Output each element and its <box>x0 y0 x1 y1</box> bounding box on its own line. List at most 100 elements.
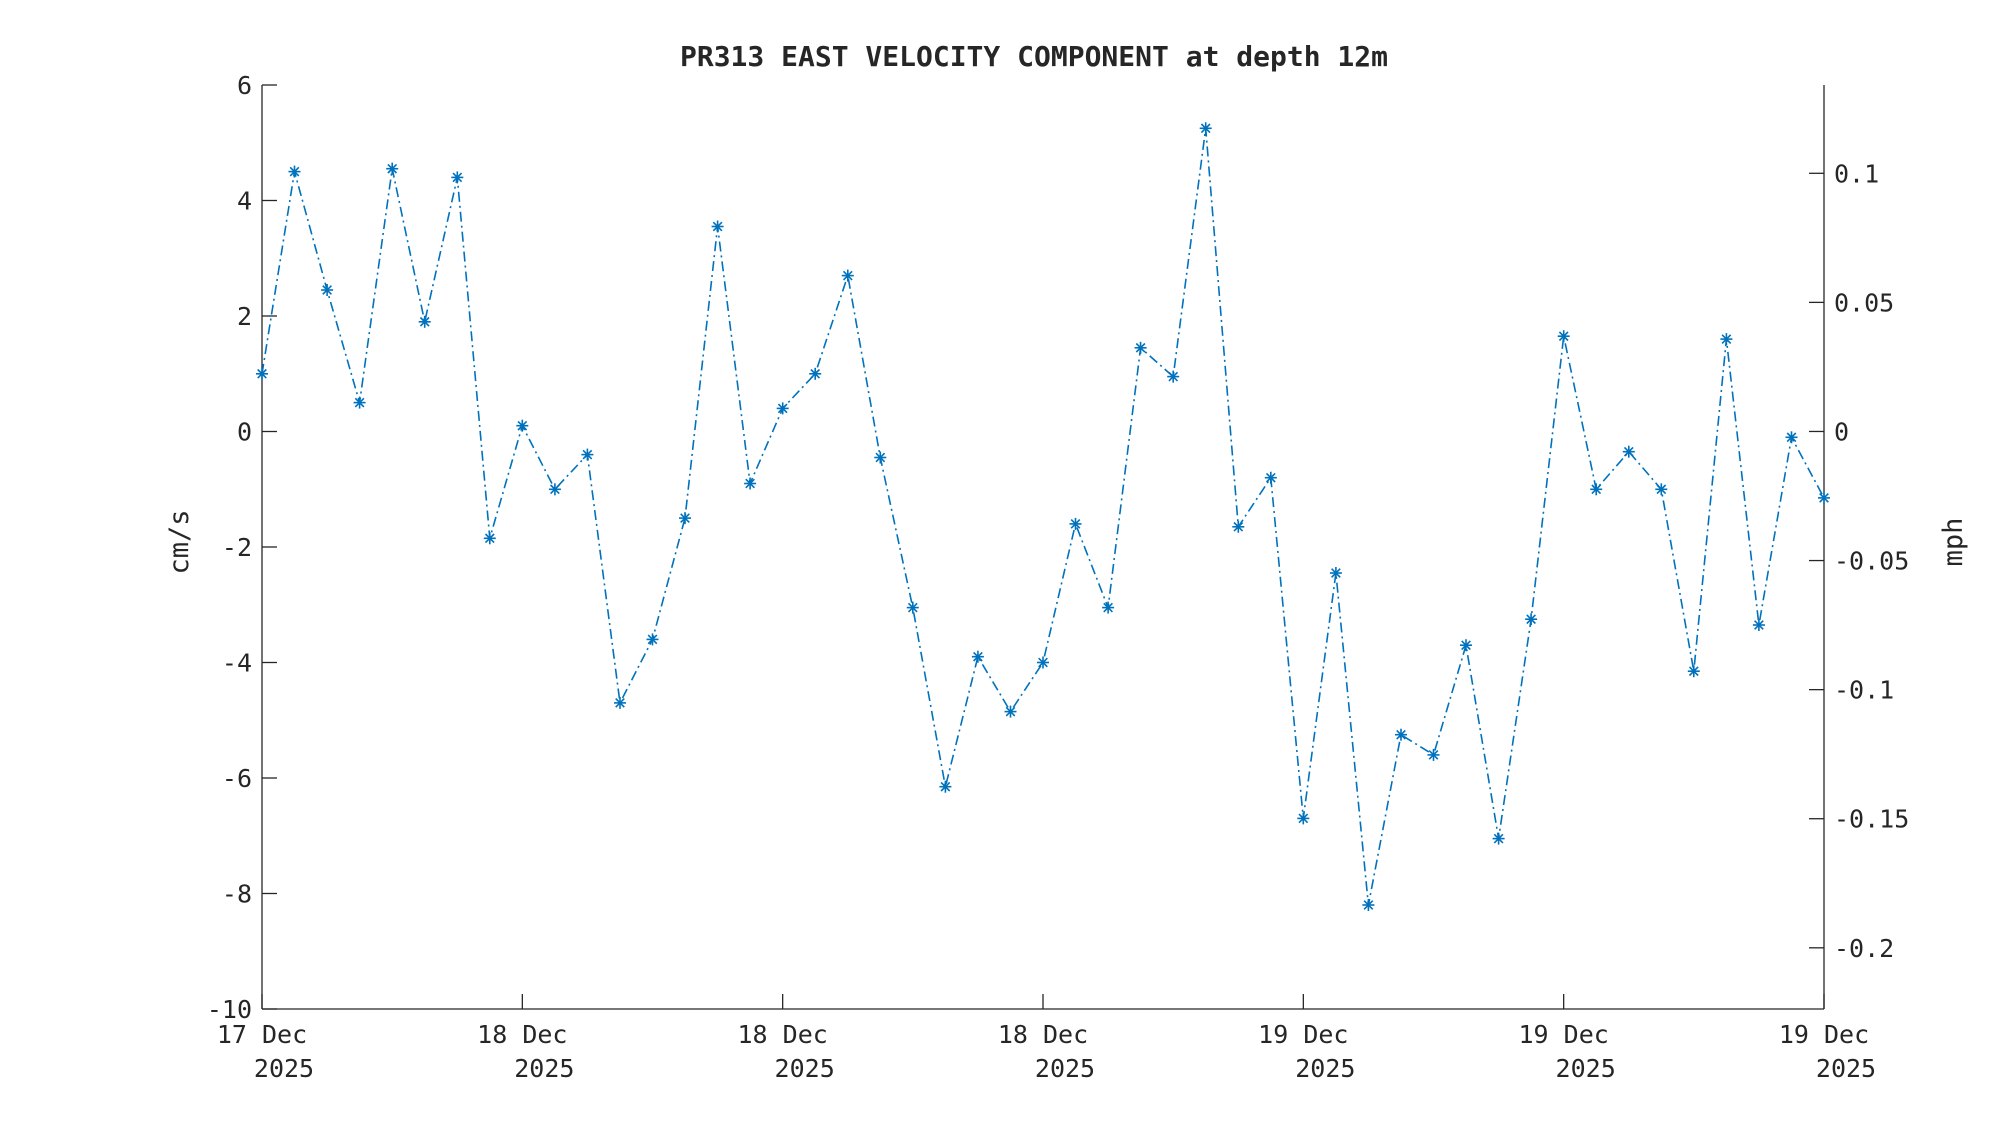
data-point-stroke <box>1200 123 1211 134</box>
data-point <box>548 483 561 496</box>
data-point-stroke <box>1233 521 1244 532</box>
data-point-stroke <box>875 452 886 463</box>
data-point-stroke <box>1493 833 1504 844</box>
data-point-stroke <box>1428 750 1439 760</box>
data-point <box>711 220 724 233</box>
data-point <box>776 402 789 415</box>
data-point <box>841 269 854 282</box>
data-point-stroke <box>1265 472 1276 483</box>
data-point-stroke <box>1331 568 1341 578</box>
data-point-stroke <box>387 163 398 174</box>
data-point-stroke <box>615 698 625 708</box>
x-tick-label-year: 2025 <box>514 1054 574 1083</box>
data-point <box>1297 812 1310 825</box>
data-point <box>1785 431 1798 444</box>
data-point <box>1329 567 1342 579</box>
data-point <box>1818 491 1830 504</box>
data-point-stroke <box>712 221 723 232</box>
data-point <box>1102 601 1115 614</box>
data-point-stroke <box>940 781 951 792</box>
data-point-stroke <box>1623 446 1634 457</box>
x-tick-label-year: 2025 <box>1295 1054 1355 1083</box>
y-tick-label-left: 6 <box>237 71 252 100</box>
data-point-stroke <box>550 484 560 495</box>
data-point <box>744 477 757 490</box>
data-point-stroke <box>1819 493 1829 503</box>
data-point <box>1590 483 1603 496</box>
y-tick-label-right: -0.1 <box>1834 676 1894 705</box>
y-tick-label-left: -6 <box>222 764 252 793</box>
data-point-stroke <box>1656 484 1667 495</box>
data-point <box>1427 748 1440 761</box>
data-point-stroke <box>1168 371 1179 382</box>
data-point <box>1525 613 1538 626</box>
data-point <box>353 396 366 409</box>
data-point-stroke <box>1721 334 1732 344</box>
x-tick-label-date: 19 Dec <box>1779 1020 1869 1049</box>
data-point <box>1492 832 1505 845</box>
data-point-stroke <box>1005 706 1016 717</box>
data-point <box>939 780 952 793</box>
x-tick-label-date: 18 Dec <box>998 1020 1088 1049</box>
data-point-stroke <box>973 651 983 662</box>
data-point-stroke <box>1558 331 1569 342</box>
data-point-stroke <box>1396 729 1406 740</box>
data-point-stroke <box>1135 342 1146 353</box>
data-point <box>1395 728 1407 741</box>
x-tick-label-year: 2025 <box>254 1054 314 1083</box>
data-point <box>1232 520 1245 533</box>
data-point <box>1622 445 1635 458</box>
y-tick-label-left: -8 <box>222 880 252 909</box>
data-point <box>1720 333 1733 346</box>
data-point <box>256 367 268 380</box>
x-tick-label-year: 2025 <box>1556 1054 1616 1083</box>
data-point-stroke <box>1070 519 1081 529</box>
y-tick-label-left: -2 <box>222 533 252 562</box>
y-tick-label-right: 0.1 <box>1834 159 1879 188</box>
chart-title: PR313 EAST VELOCITY COMPONENT at depth 1… <box>680 40 1388 73</box>
data-point <box>1069 517 1082 530</box>
data-point-stroke <box>1038 657 1048 668</box>
x-tick-label-date: 18 Dec <box>738 1020 828 1049</box>
data-point-stroke <box>1688 666 1699 677</box>
data-point-stroke <box>777 403 788 414</box>
data-point-stroke <box>322 285 332 295</box>
y-tick-label-right: 0.05 <box>1834 288 1894 317</box>
data-point <box>679 512 691 525</box>
data-point <box>906 601 919 614</box>
data-point <box>1167 370 1180 383</box>
data-point <box>386 162 399 175</box>
data-point <box>874 451 887 464</box>
x-tick-label-year: 2025 <box>1035 1054 1095 1083</box>
data-point <box>516 419 529 432</box>
data-point-stroke <box>1298 813 1309 824</box>
data-point-stroke <box>419 316 430 327</box>
data-point <box>1134 341 1147 354</box>
data-point-stroke <box>680 513 690 523</box>
y-tick-label-left: -4 <box>222 649 252 678</box>
x-tick-label-date: 18 Dec <box>477 1020 567 1049</box>
data-point <box>971 650 984 663</box>
y-tick-label-left: -10 <box>207 995 252 1024</box>
data-point <box>1264 471 1277 484</box>
data-point <box>1687 665 1700 678</box>
data-point-stroke <box>1591 484 1602 495</box>
axes: -10 -8 -6 -4 -2 0 2 4 6 -0.2 -0.15 -0.1 -0.05 0 0.05 0.… <box>207 71 1909 1083</box>
y-axis-label-right: mph <box>1938 518 1969 567</box>
data-point-stroke <box>842 270 853 281</box>
data-point-stroke <box>484 533 495 544</box>
data-point <box>1655 483 1668 496</box>
data-point <box>1362 899 1375 911</box>
data-point-stroke <box>354 397 365 408</box>
data-point-stroke <box>1363 900 1374 910</box>
data-point <box>483 532 496 545</box>
data-point <box>1004 705 1017 718</box>
data-point-stroke <box>1461 640 1471 651</box>
x-tick-label-year: 2025 <box>775 1054 835 1083</box>
series-line <box>261 128 1825 906</box>
data-point-stroke <box>289 166 300 177</box>
y-tick-label-left: 0 <box>237 418 252 447</box>
y-tick-label-left: 4 <box>237 187 252 216</box>
y-tick-label-right: -0.2 <box>1834 934 1894 963</box>
